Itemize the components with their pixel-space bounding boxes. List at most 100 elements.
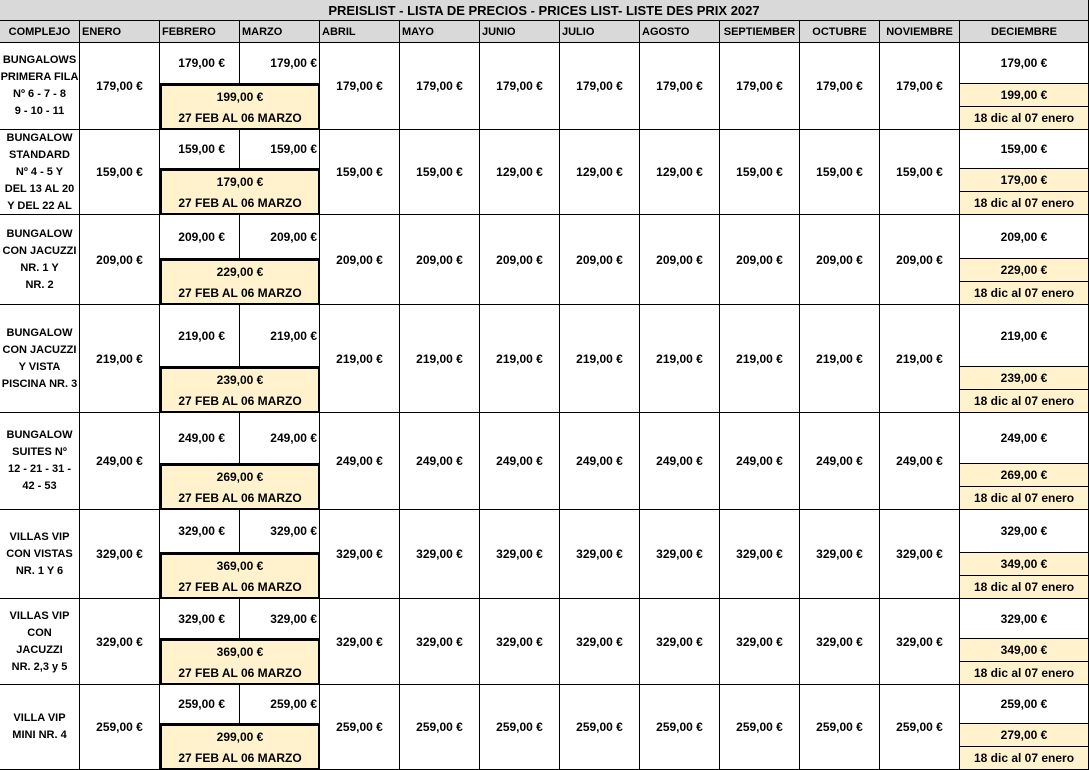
column-header: MAYO [400, 21, 480, 43]
property-name-line: NR. 2,3 y 5 [11, 660, 68, 673]
column-header: ABRIL [320, 21, 400, 43]
price: 209,00 € [560, 215, 640, 305]
property-name-line: 9 - 10 - 11 [14, 105, 65, 117]
price: 329,00 € [560, 599, 640, 685]
property-name-line: Y DEL 22 AL [7, 199, 72, 212]
price: 219,00 € [960, 305, 1089, 367]
price: 179,00 € [800, 43, 880, 130]
peak-range: 27 FEB AL 06 MARZO [160, 107, 320, 130]
price: 219,00 € [880, 305, 960, 413]
property-name: BUNGALOWS PRIMERA FILA Nº 6 - 7 - 8 9 - 10 … [0, 43, 80, 130]
price: 209,00 € [400, 215, 480, 305]
property-name: BUNGALOW CON JACUZZI NR. 1 Y NR. 2 [0, 215, 80, 305]
price: 179,00 € [240, 43, 320, 84]
property-name-line: Nº 6 - 7 - 8 [13, 88, 66, 100]
price: 159,00 € [400, 130, 480, 215]
peak-price: 179,00 € [960, 169, 1089, 192]
column-header: FEBRERO [160, 21, 240, 43]
price: 219,00 € [80, 305, 160, 413]
peak-range: 27 FEB AL 06 MARZO [160, 576, 320, 599]
property-name-line: VILLA VIP [13, 712, 66, 724]
price: 329,00 € [640, 599, 720, 685]
price: 179,00 € [720, 43, 800, 130]
property-name: VILLAS VIP CON JACUZZI NR. 2,3 y 5 [0, 599, 80, 685]
price: 259,00 € [640, 685, 720, 770]
price: 329,00 € [240, 510, 320, 553]
price: 209,00 € [640, 215, 720, 305]
peak-price: 349,00 € [960, 639, 1089, 662]
property-name-line: BUNGALOW [6, 131, 73, 144]
peak-price: 199,00 € [960, 84, 1089, 107]
price: 329,00 € [80, 510, 160, 599]
peak-range: 27 FEB AL 06 MARZO [160, 390, 320, 413]
price: 209,00 € [80, 215, 160, 305]
property-name-line: BUNGALOWS [2, 54, 77, 66]
price: 249,00 € [400, 413, 480, 510]
peak-range: 18 dic al 07 enero [960, 282, 1089, 305]
price: 179,00 € [480, 43, 560, 130]
price: 179,00 € [560, 43, 640, 130]
property-name: BUNGALOW STANDARD Nº 4 - 5 Y DEL 13 AL 20 Y … [0, 130, 80, 215]
price: 249,00 € [320, 413, 400, 510]
column-header: JUNIO [480, 21, 560, 43]
price: 259,00 € [560, 685, 640, 770]
property-name-line: BUNGALOW [6, 227, 73, 240]
price: 249,00 € [160, 413, 240, 464]
price: 249,00 € [960, 413, 1089, 464]
peak-price: 279,00 € [960, 724, 1089, 747]
peak-range: 18 dic al 07 enero [960, 487, 1089, 510]
price: 179,00 € [880, 43, 960, 130]
property-name-line: NR. 1 Y [20, 261, 59, 274]
price: 159,00 € [800, 130, 880, 215]
peak-price: 239,00 € [960, 367, 1089, 390]
peak-range: 18 dic al 07 enero [960, 107, 1089, 130]
price: 329,00 € [640, 510, 720, 599]
peak-range: 27 FEB AL 06 MARZO [160, 282, 320, 305]
property-name: VILLAS VIP CON VISTAS NR. 1 Y 6 [0, 510, 80, 599]
price: 329,00 € [160, 599, 240, 639]
price: 219,00 € [160, 305, 240, 367]
property-name-line: Nº 4 - 5 Y [15, 165, 64, 178]
property-name-line: SUITES Nº [12, 446, 67, 458]
column-header: OCTUBRE [800, 21, 880, 43]
price: 159,00 € [80, 130, 160, 215]
price: 179,00 € [960, 43, 1089, 84]
price: 259,00 € [880, 685, 960, 770]
price: 209,00 € [880, 215, 960, 305]
property-name-line: 42 - 53 [22, 480, 57, 492]
price: 249,00 € [80, 413, 160, 510]
peak-price: 229,00 € [160, 259, 320, 282]
property-name: BUNGALOW CON JACUZZI Y VISTA PISCINA NR. 3 [0, 305, 80, 413]
price: 329,00 € [720, 599, 800, 685]
price: 159,00 € [880, 130, 960, 215]
price: 209,00 € [960, 215, 1089, 259]
column-header: COMPLEJO [0, 21, 80, 43]
peak-price: 299,00 € [160, 724, 320, 747]
price: 209,00 € [320, 215, 400, 305]
price: 329,00 € [320, 510, 400, 599]
price: 259,00 € [400, 685, 480, 770]
price: 329,00 € [560, 510, 640, 599]
price: 259,00 € [80, 685, 160, 770]
peak-range: 18 dic al 07 enero [960, 747, 1089, 770]
price: 219,00 € [240, 305, 320, 367]
price: 329,00 € [320, 599, 400, 685]
price: 249,00 € [800, 413, 880, 510]
property-name-line: PISCINA NR. 3 [1, 377, 78, 390]
price: 159,00 € [160, 130, 240, 169]
price: 159,00 € [720, 130, 800, 215]
price: 179,00 € [160, 43, 240, 84]
peak-price: 229,00 € [960, 259, 1089, 282]
price: 329,00 € [880, 599, 960, 685]
price: 209,00 € [720, 215, 800, 305]
peak-range: 18 dic al 07 enero [960, 192, 1089, 215]
column-header: SEPTIEMBER [720, 21, 800, 43]
price: 219,00 € [800, 305, 880, 413]
price: 259,00 € [160, 685, 240, 724]
price: 209,00 € [800, 215, 880, 305]
peak-range: 18 dic al 07 enero [960, 662, 1089, 685]
price: 329,00 € [720, 510, 800, 599]
price: 159,00 € [960, 130, 1089, 169]
price: 209,00 € [160, 215, 240, 259]
price: 329,00 € [400, 510, 480, 599]
